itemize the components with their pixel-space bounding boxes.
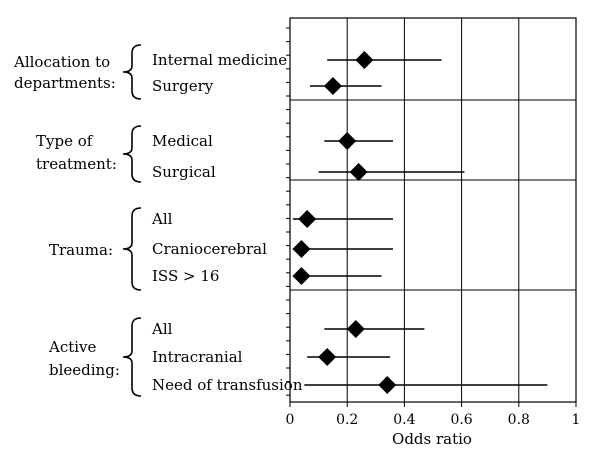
odds-ratio-marker	[338, 132, 357, 150]
x-tick-label: 0	[286, 412, 295, 428]
marks-layer	[292, 51, 548, 394]
row-label: Surgical	[152, 163, 216, 181]
group-label: bleeding:	[49, 361, 120, 379]
odds-ratio-marker	[298, 210, 317, 228]
x-tick-label: 0.6	[450, 412, 472, 428]
odds-ratio-marker	[318, 348, 337, 366]
row-label: Intracranial	[152, 348, 243, 366]
x-axis: 0 0.2 0.4 0.6 0.8 1	[286, 27, 581, 428]
grid-layer	[290, 18, 576, 402]
row-label: ISS > 16	[152, 267, 219, 285]
group-brace	[122, 207, 142, 291]
odds-ratio-marker	[378, 376, 397, 394]
x-tick-label: 1	[572, 412, 581, 428]
odds-ratio-marker	[323, 77, 342, 95]
group-labels: Allocation to departments: Type of treatmen…	[13, 44, 142, 397]
group-label: departments:	[14, 74, 116, 92]
row-label: All	[151, 320, 173, 338]
row-labels: Internal medicine Surgery Medical Surgical A…	[151, 51, 303, 394]
group-label: treatment:	[36, 155, 117, 173]
plot-frame	[289, 17, 577, 403]
group-label: Trauma:	[49, 241, 113, 259]
group-label: Allocation to	[13, 53, 110, 71]
odds-ratio-marker	[292, 267, 311, 285]
group-label: Type of	[36, 132, 94, 150]
odds-ratio-marker	[349, 163, 368, 181]
odds-ratio-marker	[355, 51, 374, 69]
group-brace	[122, 317, 142, 397]
row-label: All	[151, 210, 173, 228]
x-tick-label: 0.2	[336, 412, 358, 428]
row-label: Internal medicine	[152, 51, 287, 69]
group-label: Active	[48, 338, 97, 356]
x-tick-label: 0.8	[508, 412, 530, 428]
row-label: Craniocerebral	[152, 240, 267, 258]
odds-ratio-marker	[292, 240, 311, 258]
x-axis-label: Odds ratio	[392, 430, 472, 448]
group-brace	[122, 125, 142, 183]
plot-border	[289, 17, 577, 403]
odds-ratio-marker	[346, 320, 365, 338]
x-tick-label: 0.4	[393, 412, 415, 428]
row-label: Medical	[152, 132, 213, 150]
row-label: Need of transfusion	[152, 376, 303, 394]
row-label: Surgery	[152, 77, 214, 95]
group-brace	[122, 44, 142, 100]
